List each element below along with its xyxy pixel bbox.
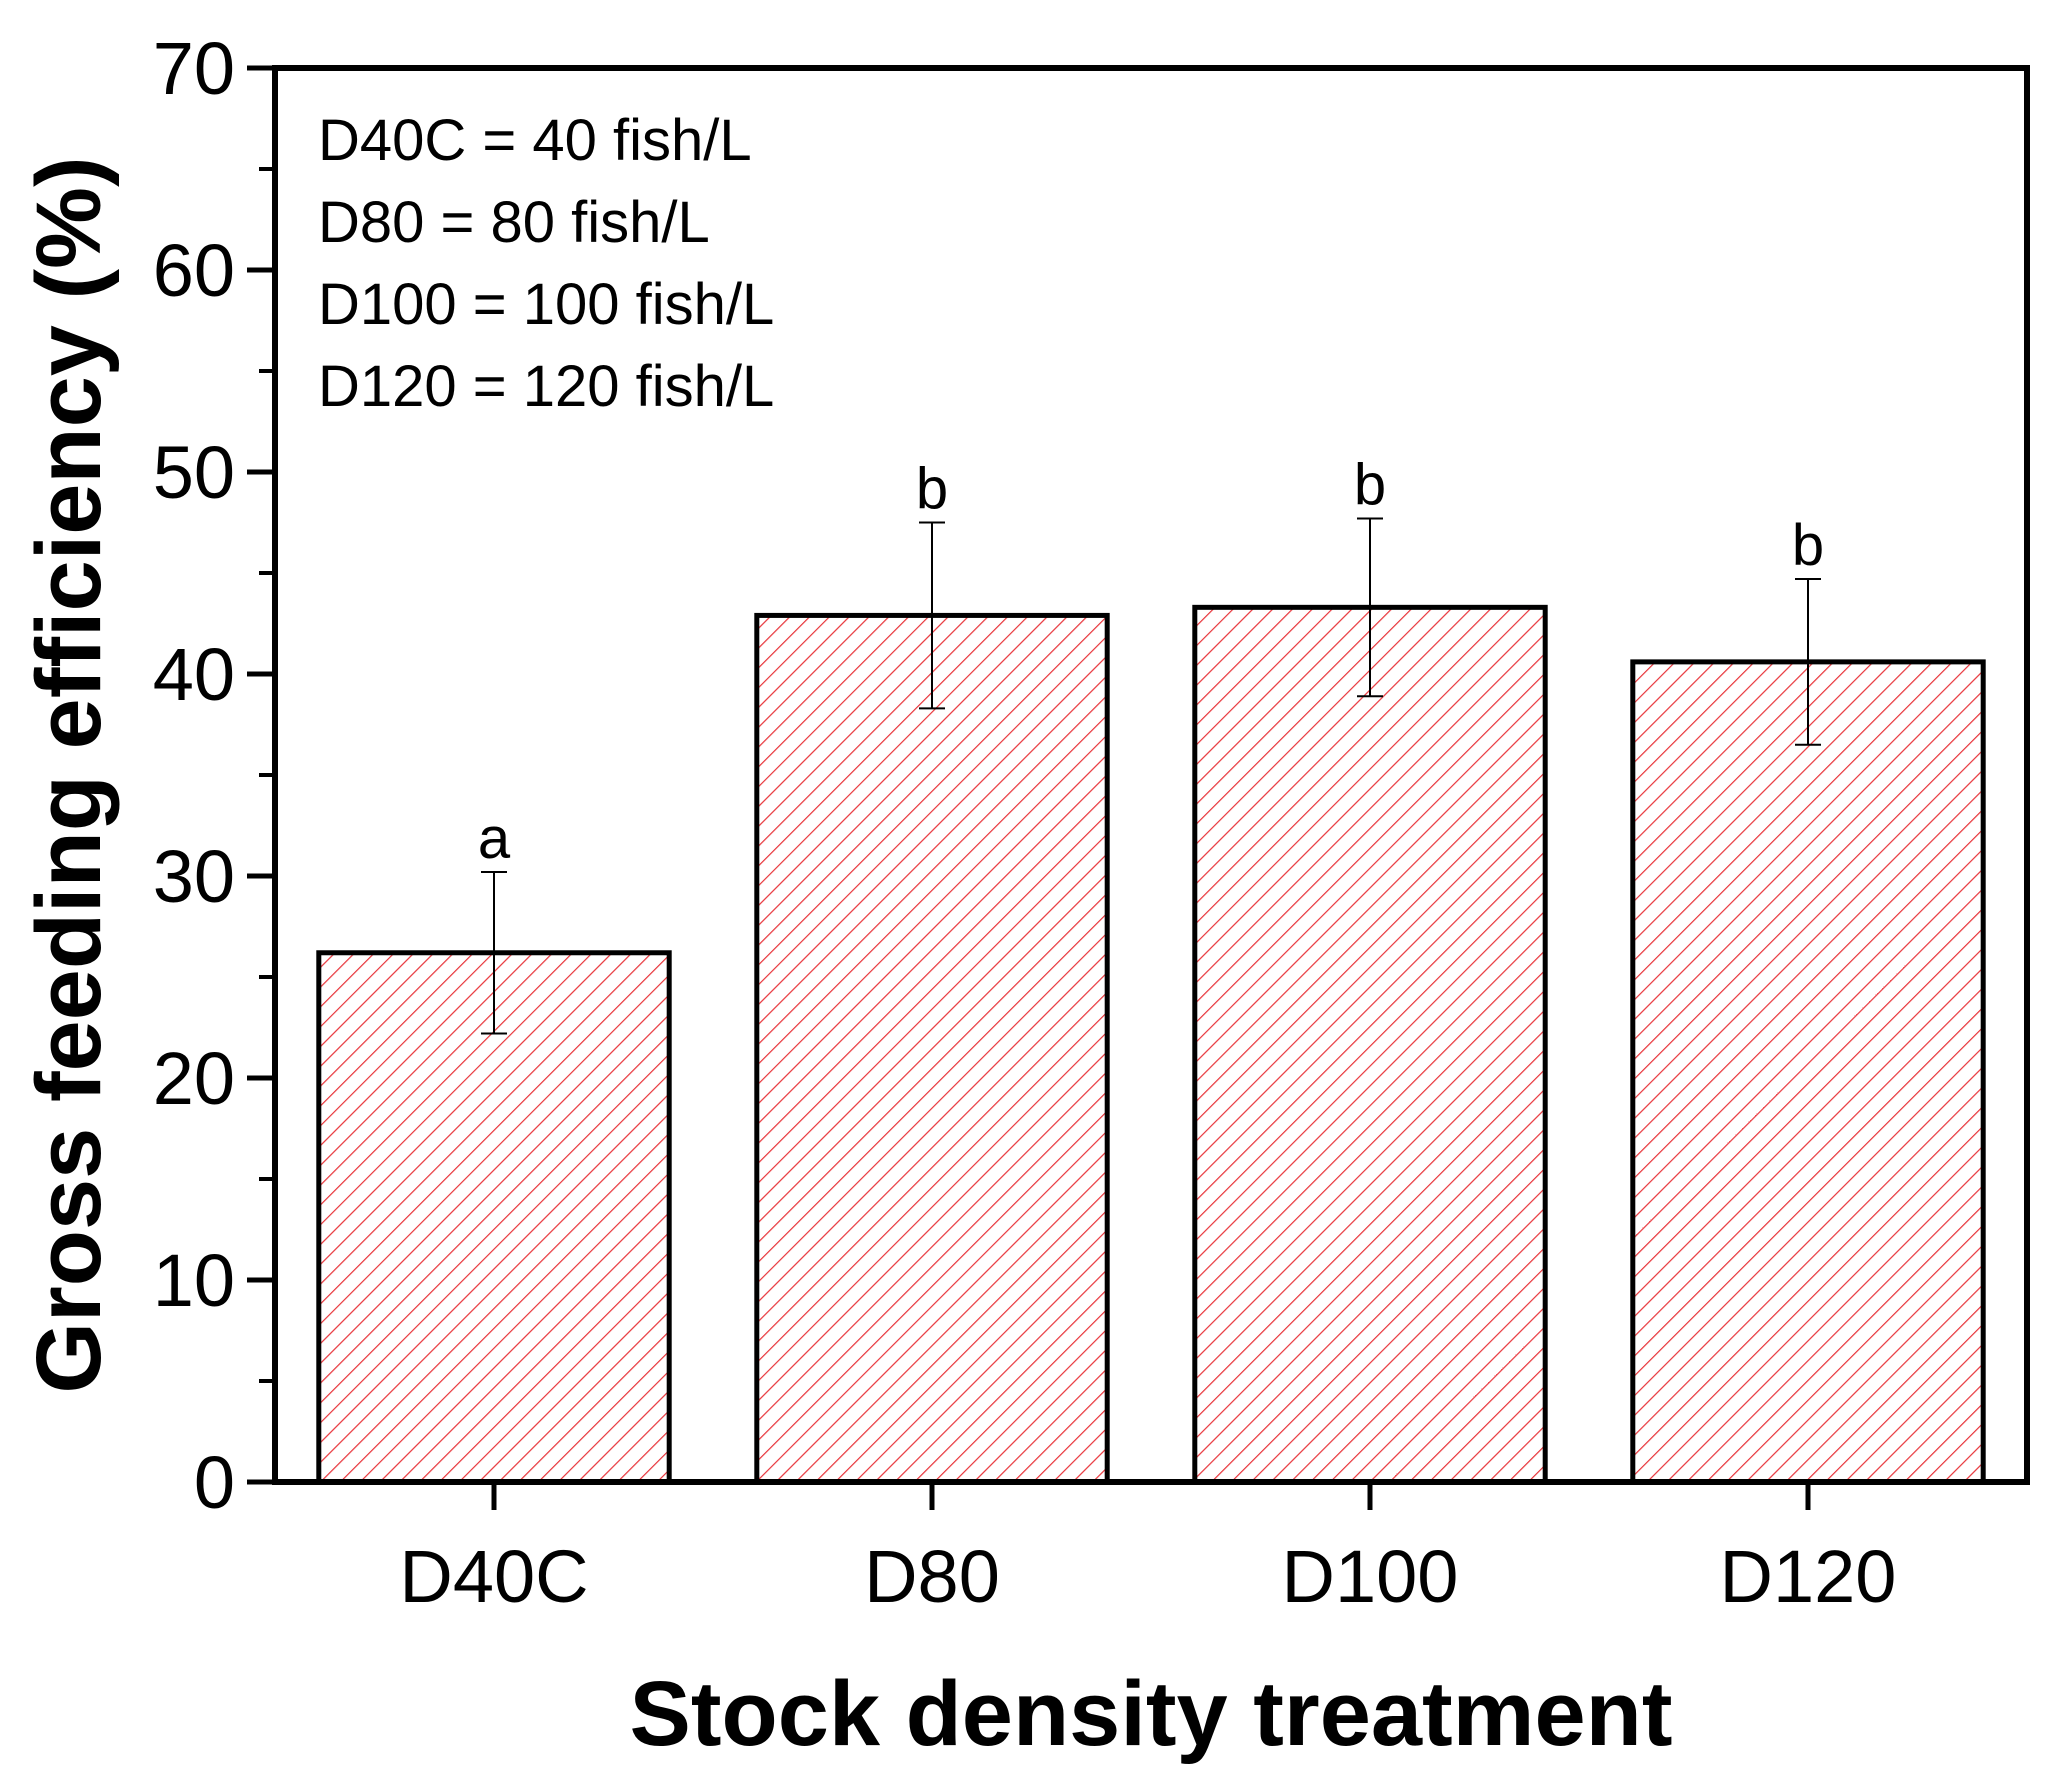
- legend-entry: D80 = 80 fish/L: [318, 190, 710, 255]
- x-tick-label: D100: [1282, 1535, 1459, 1618]
- legend-entry: D100 = 100 fish/L: [318, 272, 774, 337]
- x-tick-label: D80: [864, 1535, 1000, 1618]
- x-tick-label: D40C: [399, 1535, 588, 1618]
- bar-d100: [1192, 604, 1548, 1485]
- y-tick-label: 20: [153, 1037, 235, 1120]
- y-axis-title: Gross feeding efficiency (%): [18, 156, 120, 1393]
- x-tick-label: D120: [1720, 1535, 1897, 1618]
- bar-d40c: [316, 950, 672, 1485]
- legend-box: D40C = 40 fish/L D80 = 80 fish/L D100 = …: [318, 108, 774, 419]
- y-tick-label: 50: [153, 431, 235, 514]
- bar-d80: [754, 612, 1110, 1485]
- y-tick-label: 60: [153, 229, 235, 312]
- y-tick-label: 70: [153, 27, 235, 110]
- y-tick-label: 10: [153, 1239, 235, 1322]
- significance-letter-d40c: a: [478, 806, 511, 871]
- legend-entry: D40C = 40 fish/L: [318, 108, 752, 173]
- y-tick-label: 0: [194, 1441, 235, 1524]
- significance-letter-d100: b: [1354, 452, 1386, 517]
- significance-letter-d120: b: [1792, 513, 1824, 578]
- y-tick-label: 30: [153, 835, 235, 918]
- y-tick-label: 40: [153, 633, 235, 716]
- legend-entry: D120 = 120 fish/L: [318, 354, 774, 419]
- significance-letter-d80: b: [916, 457, 948, 522]
- bar-d120: [1630, 659, 1986, 1485]
- x-axis-title: Stock density treatment: [630, 1663, 1673, 1765]
